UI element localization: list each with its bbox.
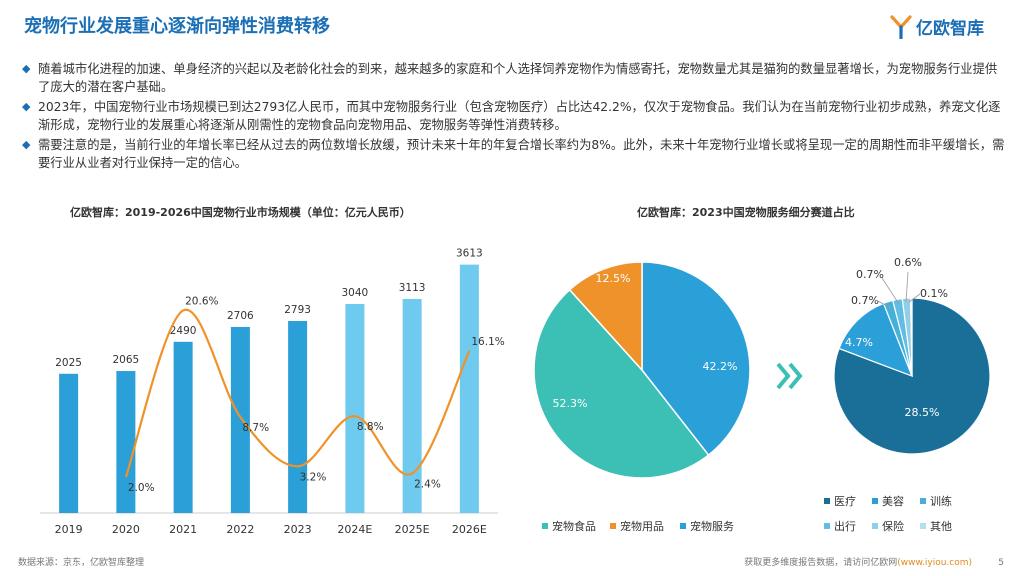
bullet-text: 需要注意的是，当前行业的年增长率已经从过去的两位数增长放缓，预计未来十年的年复合… xyxy=(38,138,1005,170)
growth-label: 16.1% xyxy=(471,336,504,348)
leader-line xyxy=(875,299,892,309)
diamond-icon: ◆ xyxy=(22,62,31,75)
promo-text: 获取更多维度报告数据，请访问亿欧网 xyxy=(744,558,898,568)
legend-swatch xyxy=(542,523,548,529)
pie-slice-label: 12.5% xyxy=(596,272,631,285)
bar-value-label: 3040 xyxy=(342,287,369,299)
legend-label: 训练 xyxy=(930,494,952,508)
x-tick-label: 2026E xyxy=(452,523,487,536)
service-share-chart: 42.2% 52.3% 12.5% 宠物食品 宠物用品 宠物服务 28.5% 4.7% 0.7%… xyxy=(533,256,991,533)
leader-line xyxy=(881,277,900,305)
page-title: 宠物行业发展重心逐渐向弹性消费转移 xyxy=(24,16,330,37)
x-tick-label: 2019 xyxy=(55,523,83,536)
legend-swatch xyxy=(872,498,878,504)
bar-value-label: 3113 xyxy=(399,282,426,294)
growth-label: 3.2% xyxy=(300,471,327,483)
logo-icon xyxy=(890,14,912,39)
legend-label: 宠物用品 xyxy=(620,519,664,533)
logo-text: 亿欧智库 xyxy=(916,19,984,39)
bar-value-label: 2793 xyxy=(284,304,311,316)
bullet-item: ◆ 需要注意的是，当前行业的年增长率已经从过去的两位数增长放缓，预计未来十年的年复… xyxy=(22,136,1007,172)
bullet-list: ◆ 随着城市化进程的加速、单身经济的兴起以及老龄化社会的到来，越来越多的家庭和个人… xyxy=(22,60,1007,174)
pie-slice xyxy=(568,261,643,372)
growth-label: 2.0% xyxy=(128,482,155,494)
pie-slice-label: 42.2% xyxy=(703,360,738,373)
diamond-icon: ◆ xyxy=(22,138,31,151)
bar-value-label: 2025 xyxy=(55,357,82,369)
bar-value-label: 2490 xyxy=(170,325,197,337)
bar xyxy=(173,341,193,513)
bar xyxy=(288,320,308,513)
bar xyxy=(459,264,479,513)
legend-swatch xyxy=(824,498,830,504)
bar xyxy=(59,373,79,513)
pie-slice-label: 4.7% xyxy=(845,336,873,349)
legend-label: 美容 xyxy=(882,494,904,508)
leader-line xyxy=(908,293,921,303)
x-tick-label: 2020 xyxy=(112,523,140,536)
pie-slice xyxy=(910,297,913,377)
pie-slice xyxy=(641,261,751,457)
market-size-chart: 2025 2019 2065 2020 2490 2021 2706 2022 2793 2023… xyxy=(40,248,505,536)
bar xyxy=(345,304,365,513)
pie-slice-label: 0.7% xyxy=(851,294,879,307)
legend-swatch xyxy=(872,523,878,529)
pie-slice-label: 0.6% xyxy=(894,256,922,269)
legend-swatch xyxy=(920,523,926,529)
x-tick-label: 2021 xyxy=(169,523,197,536)
logo: 亿欧智库 xyxy=(890,14,984,39)
legend-label: 其他 xyxy=(930,520,952,533)
website-link[interactable]: (www.iyiou.com) xyxy=(897,558,972,568)
bar-value-label: 2706 xyxy=(227,310,254,322)
pie-slice-label: 0.7% xyxy=(856,268,884,281)
bullet-text: 随着城市化进程的加速、单身经济的兴起以及老龄化社会的到来，越来越多的家庭和个人选… xyxy=(38,62,998,94)
growth-label: 20.6% xyxy=(185,295,218,307)
legend-label: 宠物服务 xyxy=(690,519,734,533)
chevron-right-icon xyxy=(776,362,803,390)
bar xyxy=(402,298,422,513)
x-tick-label: 2023 xyxy=(284,523,312,536)
growth-label: 2.4% xyxy=(414,479,441,491)
diamond-icon: ◆ xyxy=(22,100,31,113)
legend-label: 出行 xyxy=(834,519,856,533)
bar-value-label: 2065 xyxy=(113,354,140,366)
pie-slice xyxy=(533,288,710,479)
pie-slice-label: 0.1% xyxy=(920,287,948,300)
bar xyxy=(116,371,136,513)
growth-label: 8.7% xyxy=(242,422,269,434)
pie-slice-label: 52.3% xyxy=(553,397,588,410)
legend-swatch xyxy=(824,523,830,529)
legend-label: 宠物食品 xyxy=(552,519,596,533)
legend-swatch xyxy=(920,498,926,504)
page-number: 5 xyxy=(998,558,1004,568)
pie-chart-title: 亿欧智库：2023中国宠物服务细分赛道占比 xyxy=(637,206,855,219)
pie-slice-label: 28.5% xyxy=(905,406,940,419)
x-tick-label: 2024E xyxy=(337,523,372,536)
bar xyxy=(230,326,250,513)
x-tick-label: 2025E xyxy=(395,523,430,536)
pie-slice xyxy=(833,297,991,455)
leader-line xyxy=(905,271,909,303)
legend-swatch xyxy=(610,523,616,529)
growth-label: 8.8% xyxy=(357,421,384,433)
legend-label: 保险 xyxy=(882,519,904,533)
bar-value-label: 3613 xyxy=(456,248,483,260)
data-source: 数据来源：京东，亿欧智库整理 xyxy=(18,558,145,568)
bullet-item: ◆ 随着城市化进程的加速、单身经济的兴起以及老龄化社会的到来，越来越多的家庭和个人… xyxy=(22,60,1007,96)
bar-chart-title: 亿欧智库：2019-2026中国宠物行业市场规模（单位：亿元人民币） xyxy=(70,206,411,219)
x-tick-label: 2022 xyxy=(226,523,254,536)
pie-slice xyxy=(838,302,914,378)
legend-swatch xyxy=(680,523,686,529)
legend-label: 医疗 xyxy=(834,494,856,508)
bullet-text: 2023年，中国宠物行业市场规模已到达2793亿人民币，而其中宠物服务行业（包含… xyxy=(38,100,1001,132)
footer-promo: 获取更多维度报告数据，请访问亿欧网(www.iyiou.com) xyxy=(744,555,972,568)
growth-line xyxy=(124,308,471,478)
bullet-item: ◆ 2023年，中国宠物行业市场规模已到达2793亿人民币，而其中宠物服务行业（包… xyxy=(22,98,1007,134)
